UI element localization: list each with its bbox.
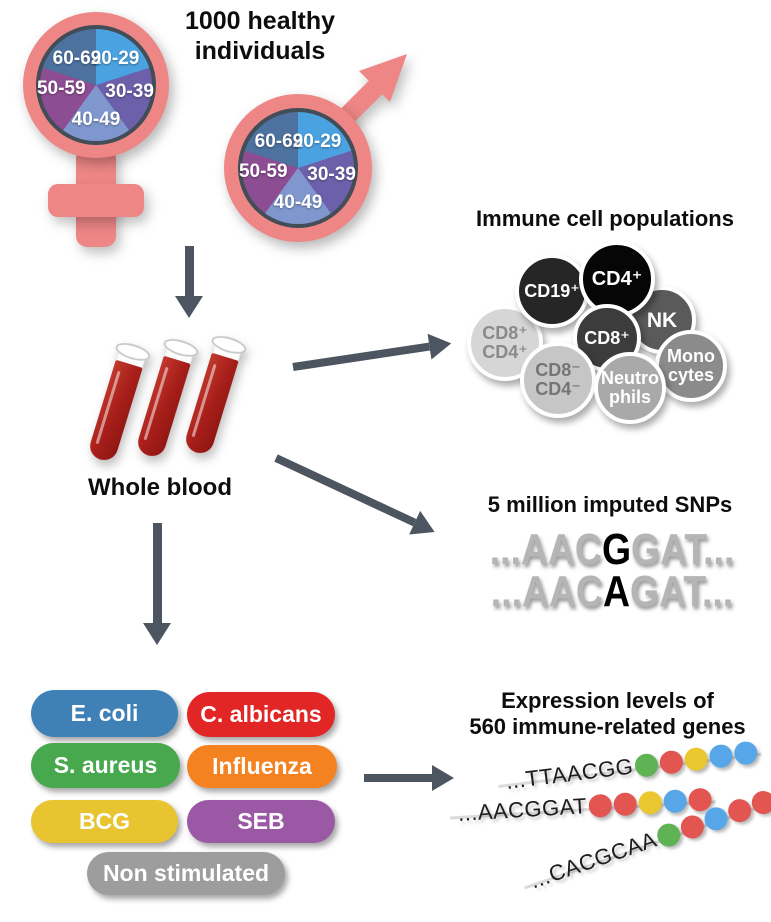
- snp-allele: A: [602, 567, 630, 616]
- sequence-suffix: GAT...: [629, 567, 734, 616]
- arrow-individuals-to-blood: [175, 246, 203, 318]
- arrow-blood-to-cells: [291, 330, 454, 379]
- stimulus-pill-saureus: S. aureus: [31, 743, 180, 788]
- gene-sequence: ...AACGGAT: [457, 793, 588, 826]
- expression-dot-red: [658, 748, 685, 775]
- snps-title: 5 million imputed SNPs: [487, 492, 733, 517]
- snp-sequence-2: ...AACAGAT...: [459, 570, 765, 614]
- age-slice-label: 50-59: [36, 78, 86, 100]
- female-age-pie-chart: 20-29 30-39 40-49 50-59 60-69: [36, 25, 156, 145]
- arrow-stimuli-to-expression: [364, 765, 454, 791]
- cell-circle-cd8neg-cd4neg: CD8⁻ CD4⁻: [520, 342, 596, 418]
- age-slice-label: 60-69: [52, 48, 102, 70]
- expression-dot-red: [748, 787, 771, 817]
- stimulus-pill-influenza: Influenza: [187, 745, 337, 788]
- age-slice-label: 60-69: [254, 131, 304, 153]
- stimulus-pill-nonstimulated: Non stimulated: [87, 852, 285, 895]
- female-symbol-crossbar: [48, 184, 144, 217]
- cell-circle-cd19: CD19⁺: [515, 254, 589, 328]
- age-slice-label: 40-49: [273, 191, 323, 213]
- expression-dot-red: [613, 791, 638, 816]
- age-slice-label: 40-49: [71, 108, 121, 130]
- expression-dot-red: [677, 811, 707, 842]
- gene-sequence: ...CACGCAA: [526, 826, 660, 894]
- snp-sequence-1: ...AACGGAT...: [459, 528, 765, 572]
- gene-sequence: ...TTAACGG: [504, 753, 635, 794]
- expression-dots: [632, 739, 759, 778]
- snp-allele: G: [601, 525, 632, 574]
- stimulus-pill-calbicans: C. albicans: [187, 692, 335, 737]
- main-title: 1000 healthy individuals: [184, 7, 336, 65]
- expression-dot-blue: [708, 742, 734, 769]
- age-slice-label: 30-39: [105, 80, 154, 102]
- stimulus-pill-seb: SEB: [187, 800, 335, 843]
- expression-dot-blue: [663, 788, 688, 813]
- stimulus-pill-ecoli: E. coli: [31, 690, 178, 737]
- expression-dot-yellow: [638, 790, 663, 815]
- whole-blood-label: Whole blood: [88, 474, 232, 501]
- expression-title: Expression levels of 560 immune-related …: [469, 688, 746, 739]
- gene-strand-1: ...TTAACGG: [504, 737, 759, 796]
- expression-dot-blue: [701, 803, 731, 833]
- age-slice-label: 50-59: [238, 161, 288, 183]
- expression-dot-blue: [732, 739, 759, 766]
- male-age-pie-chart: 20-29 30-39 40-49 50-59 60-69: [238, 108, 358, 228]
- expression-dot-yellow: [683, 745, 709, 772]
- stimulus-pill-bcg: BCG: [31, 800, 178, 843]
- expression-dot-red: [725, 795, 755, 825]
- expression-dot-green: [654, 819, 684, 850]
- arrow-blood-to-snps: [271, 446, 441, 544]
- expression-dot-green: [633, 751, 660, 778]
- age-slice-label: 20-29: [90, 48, 140, 70]
- age-slice-label: 30-39: [307, 163, 356, 185]
- arrow-blood-to-stimuli: [143, 523, 171, 645]
- expression-dot-red: [588, 793, 613, 818]
- sequence-prefix: ...AAC: [489, 525, 602, 574]
- sequence-prefix: ...AAC: [490, 567, 603, 616]
- cell-circle-neutrophils: Neutro phils: [594, 352, 666, 424]
- immune-cells-title: Immune cell populations: [476, 206, 734, 231]
- age-slice-label: 20-29: [292, 131, 342, 153]
- sequence-suffix: GAT...: [631, 525, 735, 574]
